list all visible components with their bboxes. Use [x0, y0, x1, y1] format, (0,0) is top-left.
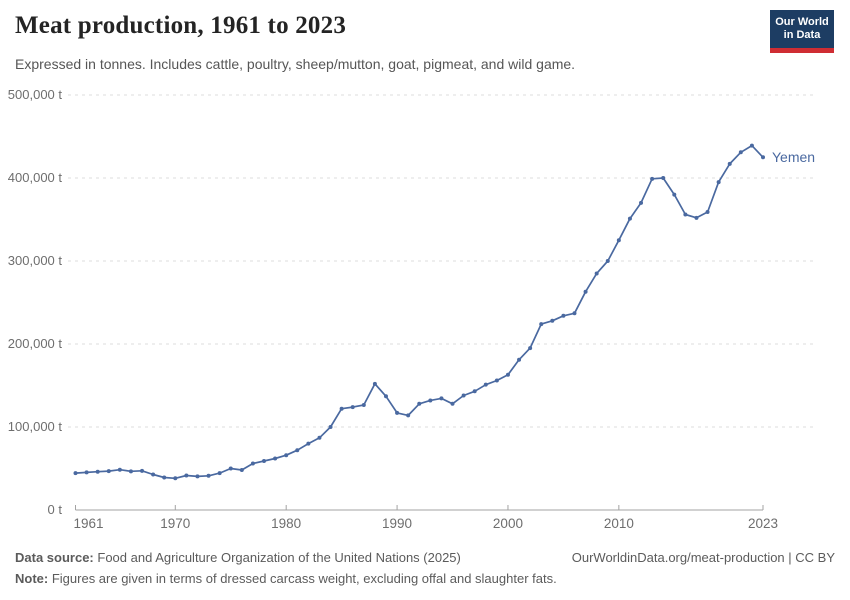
note-text: Figures are given in terms of dressed ca…	[51, 571, 557, 586]
chart-footer: Data source: Food and Agriculture Organi…	[15, 547, 835, 589]
data-point-1962[interactable]	[84, 470, 89, 475]
data-point-1995[interactable]	[450, 401, 455, 406]
y-axis-label-500000: 500,000 t	[7, 87, 62, 102]
data-point-2017[interactable]	[694, 215, 699, 220]
owid-logo[interactable]: Our World in Data	[770, 10, 834, 53]
data-point-1978[interactable]	[262, 459, 267, 464]
data-point-2003[interactable]	[539, 322, 544, 327]
data-source-label: Data source:	[15, 550, 94, 565]
data-point-1966[interactable]	[128, 469, 133, 474]
chart-subtitle: Expressed in tonnes. Includes cattle, po…	[15, 56, 576, 72]
x-axis-label-2010: 2010	[603, 516, 634, 531]
data-point-2004[interactable]	[550, 318, 555, 323]
data-point-1970[interactable]	[173, 476, 178, 481]
attribution-link[interactable]: OurWorldinData.org/meat-production | CC …	[571, 550, 835, 565]
data-point-2001[interactable]	[517, 357, 522, 362]
data-point-2015[interactable]	[672, 192, 677, 197]
data-point-2019[interactable]	[716, 180, 721, 185]
data-point-1967[interactable]	[140, 468, 145, 473]
data-point-1987[interactable]	[361, 403, 366, 408]
data-point-1974[interactable]	[217, 471, 222, 476]
yemen-line[interactable]	[74, 144, 764, 480]
data-point-1981[interactable]	[295, 448, 300, 453]
data-point-1994[interactable]	[439, 396, 444, 401]
y-axis-label-400000: 400,000 t	[7, 170, 62, 185]
data-point-1998[interactable]	[483, 382, 488, 387]
data-point-2010[interactable]	[616, 238, 621, 243]
data-point-1961[interactable]	[73, 471, 78, 476]
y-axis-label-0: 0 t	[47, 502, 62, 517]
data-point-1991[interactable]	[406, 413, 411, 418]
data-point-2023[interactable]	[761, 155, 765, 160]
data-point-2021[interactable]	[738, 150, 743, 155]
data-point-1989[interactable]	[383, 394, 388, 399]
y-axis-label-200000: 200,000 t	[7, 336, 62, 351]
x-axis-label-1961: 1961	[73, 516, 104, 531]
data-point-1976[interactable]	[239, 467, 244, 472]
data-point-1986[interactable]	[350, 405, 355, 410]
owid-logo-line1: Our World	[775, 16, 829, 28]
data-point-1968[interactable]	[151, 472, 156, 477]
data-point-1975[interactable]	[228, 466, 233, 471]
data-point-1992[interactable]	[417, 401, 422, 406]
chart-canvas	[68, 94, 815, 511]
data-point-2016[interactable]	[683, 212, 688, 217]
data-point-2000[interactable]	[505, 372, 510, 377]
data-point-1990[interactable]	[395, 410, 400, 415]
x-axis-label-1980: 1980	[271, 516, 302, 531]
data-point-1973[interactable]	[206, 473, 211, 478]
page-title: Meat production, 1961 to 2023	[15, 12, 347, 39]
data-point-1983[interactable]	[317, 435, 322, 440]
data-source-text: Food and Agriculture Organization of the…	[97, 550, 461, 565]
data-point-1984[interactable]	[328, 425, 333, 429]
data-point-2012[interactable]	[639, 200, 644, 205]
data-point-2009[interactable]	[605, 259, 610, 263]
data-point-1988[interactable]	[372, 381, 377, 386]
x-axis-label-2000: 2000	[492, 516, 523, 531]
data-source-line: Data source: Food and Agriculture Organi…	[15, 547, 461, 568]
data-point-2014[interactable]	[661, 176, 666, 180]
data-point-1997[interactable]	[472, 389, 477, 394]
data-point-1979[interactable]	[273, 456, 278, 461]
data-point-2002[interactable]	[528, 346, 533, 351]
data-point-1985[interactable]	[339, 406, 344, 411]
data-point-2020[interactable]	[727, 161, 732, 166]
y-axis-label-300000: 300,000 t	[7, 253, 62, 268]
data-point-2005[interactable]	[561, 313, 566, 318]
data-point-1999[interactable]	[494, 378, 499, 383]
data-point-2006[interactable]	[572, 311, 577, 316]
data-point-1993[interactable]	[428, 398, 433, 403]
series-label-yemen[interactable]: Yemen	[772, 149, 816, 166]
data-point-2007[interactable]	[583, 289, 588, 294]
data-point-2011[interactable]	[627, 216, 632, 221]
x-axis-label-2023: 2023	[747, 516, 779, 531]
data-point-1982[interactable]	[306, 441, 311, 446]
data-point-1965[interactable]	[117, 467, 122, 472]
x-axis-label-1970: 1970	[160, 516, 191, 531]
data-point-2022[interactable]	[749, 143, 754, 148]
data-point-2018[interactable]	[705, 210, 710, 215]
data-point-1977[interactable]	[250, 461, 255, 466]
owid-logo-line2: in Data	[783, 29, 821, 41]
x-axis-label-1990: 1990	[382, 516, 413, 531]
data-point-1980[interactable]	[284, 453, 289, 458]
footer-note-line: Note: Figures are given in terms of dres…	[15, 568, 835, 589]
data-point-1996[interactable]	[461, 393, 466, 398]
data-point-2013[interactable]	[650, 176, 655, 181]
data-point-1963[interactable]	[95, 469, 100, 474]
data-point-1969[interactable]	[162, 475, 167, 480]
note-label: Note:	[15, 571, 49, 586]
data-point-1971[interactable]	[184, 473, 189, 478]
y-axis-label-100000: 100,000 t	[7, 419, 62, 434]
data-point-1964[interactable]	[106, 469, 111, 474]
data-point-1972[interactable]	[195, 474, 200, 479]
data-point-2008[interactable]	[594, 271, 599, 276]
